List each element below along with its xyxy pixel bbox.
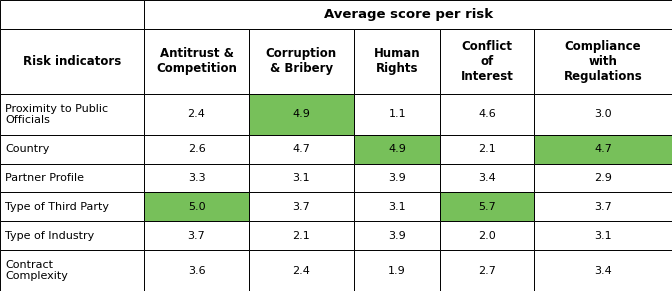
Bar xyxy=(0,164,144,192)
Bar xyxy=(0,221,144,250)
Bar xyxy=(249,221,354,250)
Bar xyxy=(144,29,249,94)
Text: 3.9: 3.9 xyxy=(388,231,406,241)
Text: 3.9: 3.9 xyxy=(388,173,406,183)
Text: 2.7: 2.7 xyxy=(478,266,496,276)
Bar xyxy=(249,29,354,94)
Bar xyxy=(0,29,144,94)
Text: 1.1: 1.1 xyxy=(388,109,406,119)
Bar xyxy=(354,135,440,164)
Bar xyxy=(249,135,354,164)
Text: 1.9: 1.9 xyxy=(388,266,406,276)
Text: 5.7: 5.7 xyxy=(478,202,496,212)
Text: 4.9: 4.9 xyxy=(292,109,310,119)
Bar xyxy=(354,221,440,250)
Bar xyxy=(0,250,144,291)
Text: Corruption
& Bribery: Corruption & Bribery xyxy=(266,47,337,75)
Bar xyxy=(534,135,672,164)
Text: 3.1: 3.1 xyxy=(594,231,612,241)
Bar xyxy=(144,250,249,291)
Bar xyxy=(440,221,534,250)
Bar xyxy=(354,250,440,291)
Bar xyxy=(440,135,534,164)
Text: 2.1: 2.1 xyxy=(478,144,496,154)
Bar xyxy=(534,164,672,192)
Text: 3.4: 3.4 xyxy=(478,173,496,183)
Bar xyxy=(144,221,249,250)
Bar xyxy=(144,94,249,135)
Bar xyxy=(354,94,440,135)
Text: 4.6: 4.6 xyxy=(478,109,496,119)
Bar xyxy=(440,164,534,192)
Bar xyxy=(440,192,534,221)
Bar xyxy=(249,250,354,291)
Bar xyxy=(249,94,354,135)
Bar xyxy=(144,0,672,29)
Text: 3.0: 3.0 xyxy=(594,109,612,119)
Text: Contract
Complexity: Contract Complexity xyxy=(5,260,69,281)
Text: 2.4: 2.4 xyxy=(187,109,206,119)
Bar xyxy=(0,94,144,135)
Bar xyxy=(354,164,440,192)
Text: Country: Country xyxy=(5,144,50,154)
Text: 3.3: 3.3 xyxy=(187,173,206,183)
Text: Average score per risk: Average score per risk xyxy=(324,8,493,21)
Text: Antitrust &
Competition: Antitrust & Competition xyxy=(156,47,237,75)
Text: 2.1: 2.1 xyxy=(292,231,310,241)
Text: Type of Industry: Type of Industry xyxy=(5,231,95,241)
Text: 2.4: 2.4 xyxy=(292,266,310,276)
Bar xyxy=(144,135,249,164)
Bar xyxy=(534,29,672,94)
Text: 3.1: 3.1 xyxy=(292,173,310,183)
Text: 2.0: 2.0 xyxy=(478,231,496,241)
Bar xyxy=(144,164,249,192)
Bar xyxy=(249,164,354,192)
Text: 3.7: 3.7 xyxy=(594,202,612,212)
Text: 3.7: 3.7 xyxy=(187,231,206,241)
Text: Proximity to Public
Officials: Proximity to Public Officials xyxy=(5,104,108,125)
Bar xyxy=(0,135,144,164)
Bar xyxy=(440,250,534,291)
Text: 2.6: 2.6 xyxy=(187,144,206,154)
Text: 5.0: 5.0 xyxy=(187,202,206,212)
Text: Risk indicators: Risk indicators xyxy=(23,55,122,68)
Text: Partner Profile: Partner Profile xyxy=(5,173,85,183)
Bar xyxy=(440,94,534,135)
Bar xyxy=(144,192,249,221)
Bar xyxy=(0,192,144,221)
Text: 4.7: 4.7 xyxy=(292,144,310,154)
Bar xyxy=(534,221,672,250)
Bar xyxy=(354,192,440,221)
Bar xyxy=(440,29,534,94)
Bar xyxy=(354,29,440,94)
Bar xyxy=(534,250,672,291)
Text: Conflict
of
Interest: Conflict of Interest xyxy=(461,40,513,83)
Text: 4.7: 4.7 xyxy=(594,144,612,154)
Text: Compliance
with
Regulations: Compliance with Regulations xyxy=(564,40,642,83)
Text: 2.9: 2.9 xyxy=(594,173,612,183)
Text: 3.4: 3.4 xyxy=(594,266,612,276)
Text: Human
Rights: Human Rights xyxy=(374,47,421,75)
Bar xyxy=(0,0,144,29)
Text: 3.7: 3.7 xyxy=(292,202,310,212)
Bar xyxy=(534,192,672,221)
Bar xyxy=(534,94,672,135)
Text: Type of Third Party: Type of Third Party xyxy=(5,202,110,212)
Text: 3.6: 3.6 xyxy=(187,266,206,276)
Text: 3.1: 3.1 xyxy=(388,202,406,212)
Bar xyxy=(249,192,354,221)
Text: 4.9: 4.9 xyxy=(388,144,406,154)
